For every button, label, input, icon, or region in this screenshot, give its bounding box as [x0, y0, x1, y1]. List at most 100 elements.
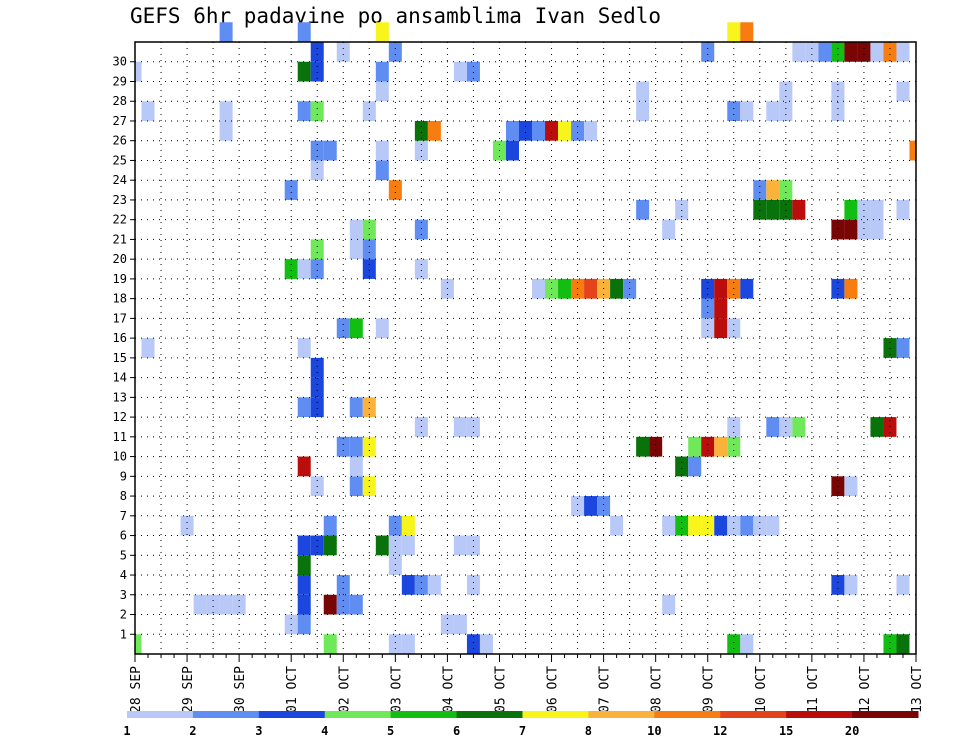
heatmap-cell [766, 101, 780, 121]
heatmap-cell [870, 417, 884, 437]
y-tick-label: 9 [120, 469, 127, 483]
x-tick-label: 04 OCT [441, 666, 456, 713]
heatmap-cell [453, 61, 467, 82]
heatmap-cell [323, 535, 337, 556]
y-tick-label: 1 [120, 627, 127, 641]
heatmap-cell [792, 417, 806, 437]
heatmap-cell [831, 81, 845, 102]
heatmap-cell [727, 515, 741, 536]
y-tick-label: 20 [113, 252, 127, 266]
heatmap-cell [375, 22, 389, 42]
heatmap-cell [310, 377, 324, 398]
heatmap-cell [135, 61, 142, 82]
heatmap-cell [779, 101, 793, 121]
heatmap-cell [844, 278, 858, 299]
heatmap-cell [701, 515, 715, 536]
heatmap-cell [896, 42, 910, 62]
heatmap-cell [870, 219, 884, 240]
heatmap-cell [310, 259, 324, 279]
y-tick-label: 14 [113, 371, 127, 385]
heatmap-cell [844, 219, 858, 240]
y-tick-label: 23 [113, 193, 127, 207]
heatmap-cell [610, 278, 624, 299]
legend-swatch [654, 711, 721, 718]
heatmap-cell [297, 535, 311, 556]
heatmap-cell [466, 61, 480, 82]
x-tick-label: 13 OCT [910, 666, 925, 713]
legend-label: 7 [519, 724, 526, 738]
heatmap-cell [714, 436, 728, 457]
heatmap-cell [362, 259, 376, 279]
heatmap-cell [297, 575, 311, 595]
y-tick-label: 19 [113, 272, 127, 286]
heatmap-cell [349, 476, 363, 497]
heatmap-cell [883, 42, 897, 62]
heatmap-cell [675, 456, 689, 477]
x-tick-label: 08 OCT [650, 666, 665, 713]
legend-label: 15 [779, 724, 793, 738]
heatmap-cell [727, 318, 741, 339]
heatmap-cell [740, 278, 754, 299]
legend-label: 10 [647, 724, 661, 738]
heatmap-cell [532, 120, 546, 141]
y-tick-label: 29 [113, 74, 127, 88]
heatmap-cell [584, 120, 598, 141]
legend-swatch [852, 711, 919, 718]
legend-swatch [324, 711, 392, 718]
heatmap-cell [844, 476, 858, 497]
heatmap-cell [375, 318, 389, 339]
x-tick-label: 07 OCT [598, 666, 613, 713]
heatmap-cell [414, 259, 428, 279]
legend-swatch [192, 711, 260, 718]
heatmap-cell [141, 338, 155, 358]
heatmap-cell [388, 535, 402, 556]
y-tick-label: 12 [113, 410, 127, 424]
heatmap-cell [297, 338, 311, 358]
x-tick-label: 02 OCT [337, 666, 352, 713]
heatmap-cell [727, 436, 741, 457]
heatmap-cell [766, 515, 780, 536]
heatmap-cell [662, 219, 676, 240]
heatmap-cell [453, 417, 467, 437]
legend-swatch [720, 711, 787, 718]
heatmap-cell [310, 160, 324, 181]
y-tick-label: 26 [113, 134, 127, 148]
heatmap-cell [701, 436, 715, 457]
heatmap-cell [779, 81, 793, 102]
y-tick-label: 3 [120, 588, 127, 602]
heatmap-cell [636, 81, 650, 102]
legend-label: 5 [387, 724, 394, 738]
heatmap-cell [584, 278, 598, 299]
heatmap-cell [857, 219, 871, 240]
legend-label: 20 [845, 724, 859, 738]
heatmap-cell [766, 180, 780, 200]
heatmap-cell [401, 575, 415, 595]
heatmap-cell [336, 436, 350, 457]
heatmap-cell [610, 515, 624, 536]
heatmap-cell [584, 496, 598, 516]
heatmap-cell [375, 81, 389, 102]
legend-label: 1 [123, 724, 130, 738]
heatmap-cell [310, 535, 324, 556]
heatmap-cell [336, 575, 350, 595]
heatmap-cell [792, 42, 806, 62]
heatmap-cell [688, 515, 702, 536]
heatmap-cell [831, 219, 845, 240]
legend-label: 3 [255, 724, 262, 738]
heatmap-cell [649, 436, 663, 457]
heatmap-cell [727, 634, 741, 654]
x-tick-label: 10 OCT [754, 666, 769, 713]
heatmap-cell [362, 101, 376, 121]
heatmap-cell [362, 436, 376, 457]
y-tick-label: 15 [113, 351, 127, 365]
heatmap-cell [414, 120, 428, 141]
heatmap-cell [740, 101, 754, 121]
legend-swatch [588, 711, 655, 718]
heatmap-cell [206, 594, 220, 615]
grid-layer [135, 42, 916, 654]
heatmap-cell [571, 120, 585, 141]
heatmap-cell [375, 61, 389, 82]
x-axis: 28 SEP 29 SEP 30 SEP 01 OCT 02 OCT 03 OCT 04 O… [129, 654, 925, 713]
y-tick-label: 28 [113, 94, 127, 108]
heatmap-cell [662, 515, 676, 536]
